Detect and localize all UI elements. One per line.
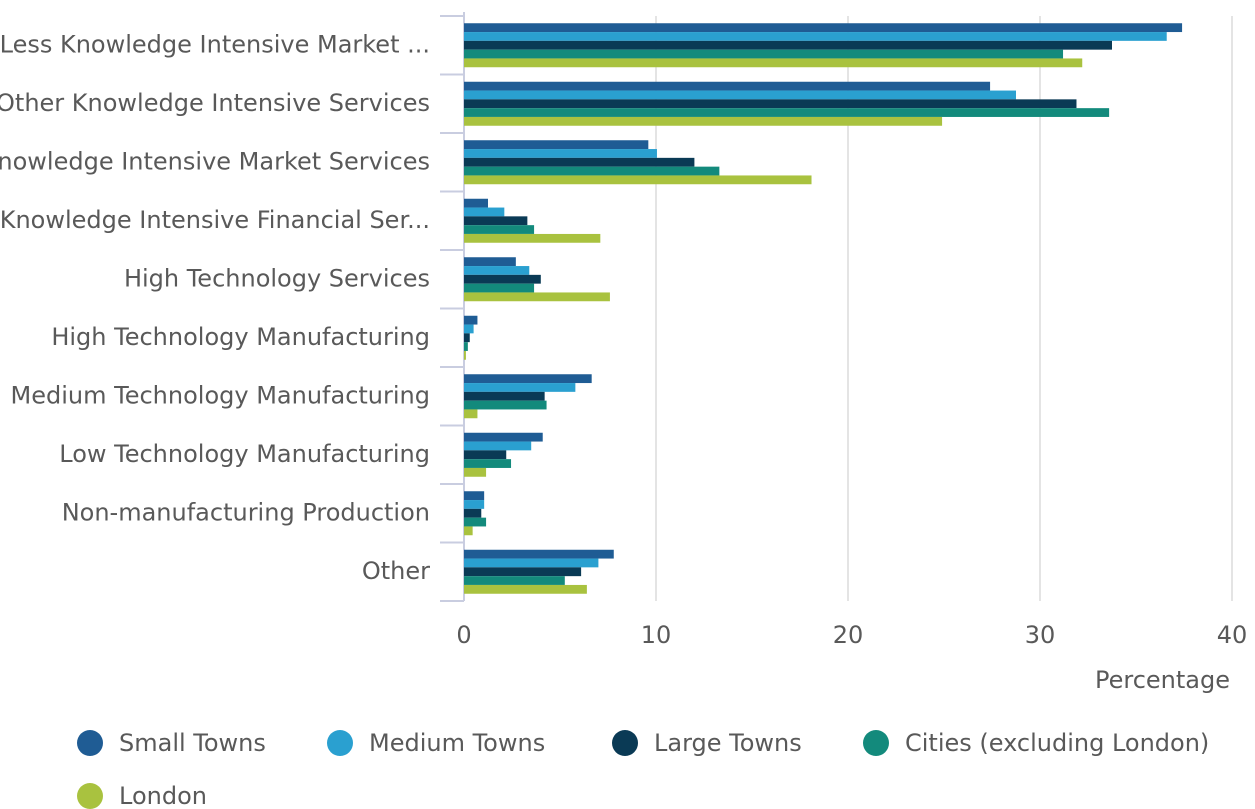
legend-marker xyxy=(77,783,103,809)
bar xyxy=(464,149,657,158)
bar xyxy=(464,491,485,501)
bar xyxy=(464,450,507,460)
bar xyxy=(464,432,543,442)
x-tick-label: 0 xyxy=(456,621,471,649)
bar xyxy=(464,567,582,577)
x-tick-label: 10 xyxy=(641,621,672,649)
legend-label: Small Towns xyxy=(119,729,266,757)
y-tick-label: Non-manufacturing Production xyxy=(62,498,430,526)
bar xyxy=(464,274,541,284)
bar xyxy=(464,166,720,176)
bar xyxy=(464,576,565,585)
bar xyxy=(464,233,601,243)
bar xyxy=(464,517,487,527)
bar xyxy=(464,441,532,451)
y-tick-label: Knowledge Intensive Financial Ser... xyxy=(0,206,430,234)
bar xyxy=(464,175,812,185)
y-tick-label: Medium Technology Manufacturing xyxy=(11,381,430,409)
y-tick-label: High Technology Services xyxy=(124,264,430,292)
y-tick-label: Low Technology Manufacturing xyxy=(59,440,430,468)
bar xyxy=(464,157,695,167)
bar xyxy=(464,116,943,126)
bar xyxy=(464,257,516,267)
bar xyxy=(464,58,1083,68)
bar xyxy=(464,90,1016,100)
y-tick-label: High Technology Manufacturing xyxy=(51,323,430,351)
bar xyxy=(464,225,535,234)
bar xyxy=(464,500,485,509)
legend-marker xyxy=(612,730,638,756)
bar xyxy=(464,49,1064,59)
legend-marker xyxy=(77,730,103,756)
bar xyxy=(464,99,1077,109)
bar xyxy=(464,549,614,559)
y-tick-label: Knowledge Intensive Market Services xyxy=(0,147,430,175)
bar xyxy=(464,283,535,293)
bar xyxy=(464,374,592,384)
y-tick-label: Less Knowledge Intensive Market ... xyxy=(0,30,430,58)
bar xyxy=(464,140,649,150)
bar xyxy=(464,584,587,594)
x-tick-label: 20 xyxy=(833,621,864,649)
bar xyxy=(464,81,991,91)
bar xyxy=(464,391,545,401)
bar xyxy=(464,315,478,325)
bar xyxy=(464,558,599,568)
legend-label: Medium Towns xyxy=(369,729,545,757)
y-tick-label: Other Knowledge Intensive Services xyxy=(0,89,430,117)
bar xyxy=(464,32,1167,41)
legend-marker xyxy=(863,730,889,756)
bar xyxy=(464,23,1183,33)
bar xyxy=(464,266,530,275)
bar xyxy=(464,342,468,351)
bar xyxy=(464,216,528,226)
y-tick-label: Other xyxy=(362,557,430,585)
legend-label: Cities (excluding London) xyxy=(905,729,1209,757)
bar xyxy=(464,40,1112,50)
legend-label: Large Towns xyxy=(654,729,802,757)
legend-marker xyxy=(327,730,353,756)
bar xyxy=(464,467,487,477)
bar xyxy=(464,383,576,392)
bar xyxy=(464,508,482,518)
x-tick-label: 30 xyxy=(1025,621,1056,649)
bar xyxy=(464,292,610,302)
legend-label: London xyxy=(119,782,207,809)
bar xyxy=(464,350,466,360)
bar xyxy=(464,108,1110,117)
bar xyxy=(464,459,512,468)
x-tick-label: 40 xyxy=(1217,621,1248,649)
bar xyxy=(464,324,474,334)
bar xyxy=(464,207,505,217)
bar xyxy=(464,198,488,208)
bar xyxy=(464,409,478,419)
bar xyxy=(464,333,470,343)
bar xyxy=(464,400,547,410)
x-axis-label: Percentage xyxy=(1095,666,1230,694)
bar xyxy=(464,526,473,536)
